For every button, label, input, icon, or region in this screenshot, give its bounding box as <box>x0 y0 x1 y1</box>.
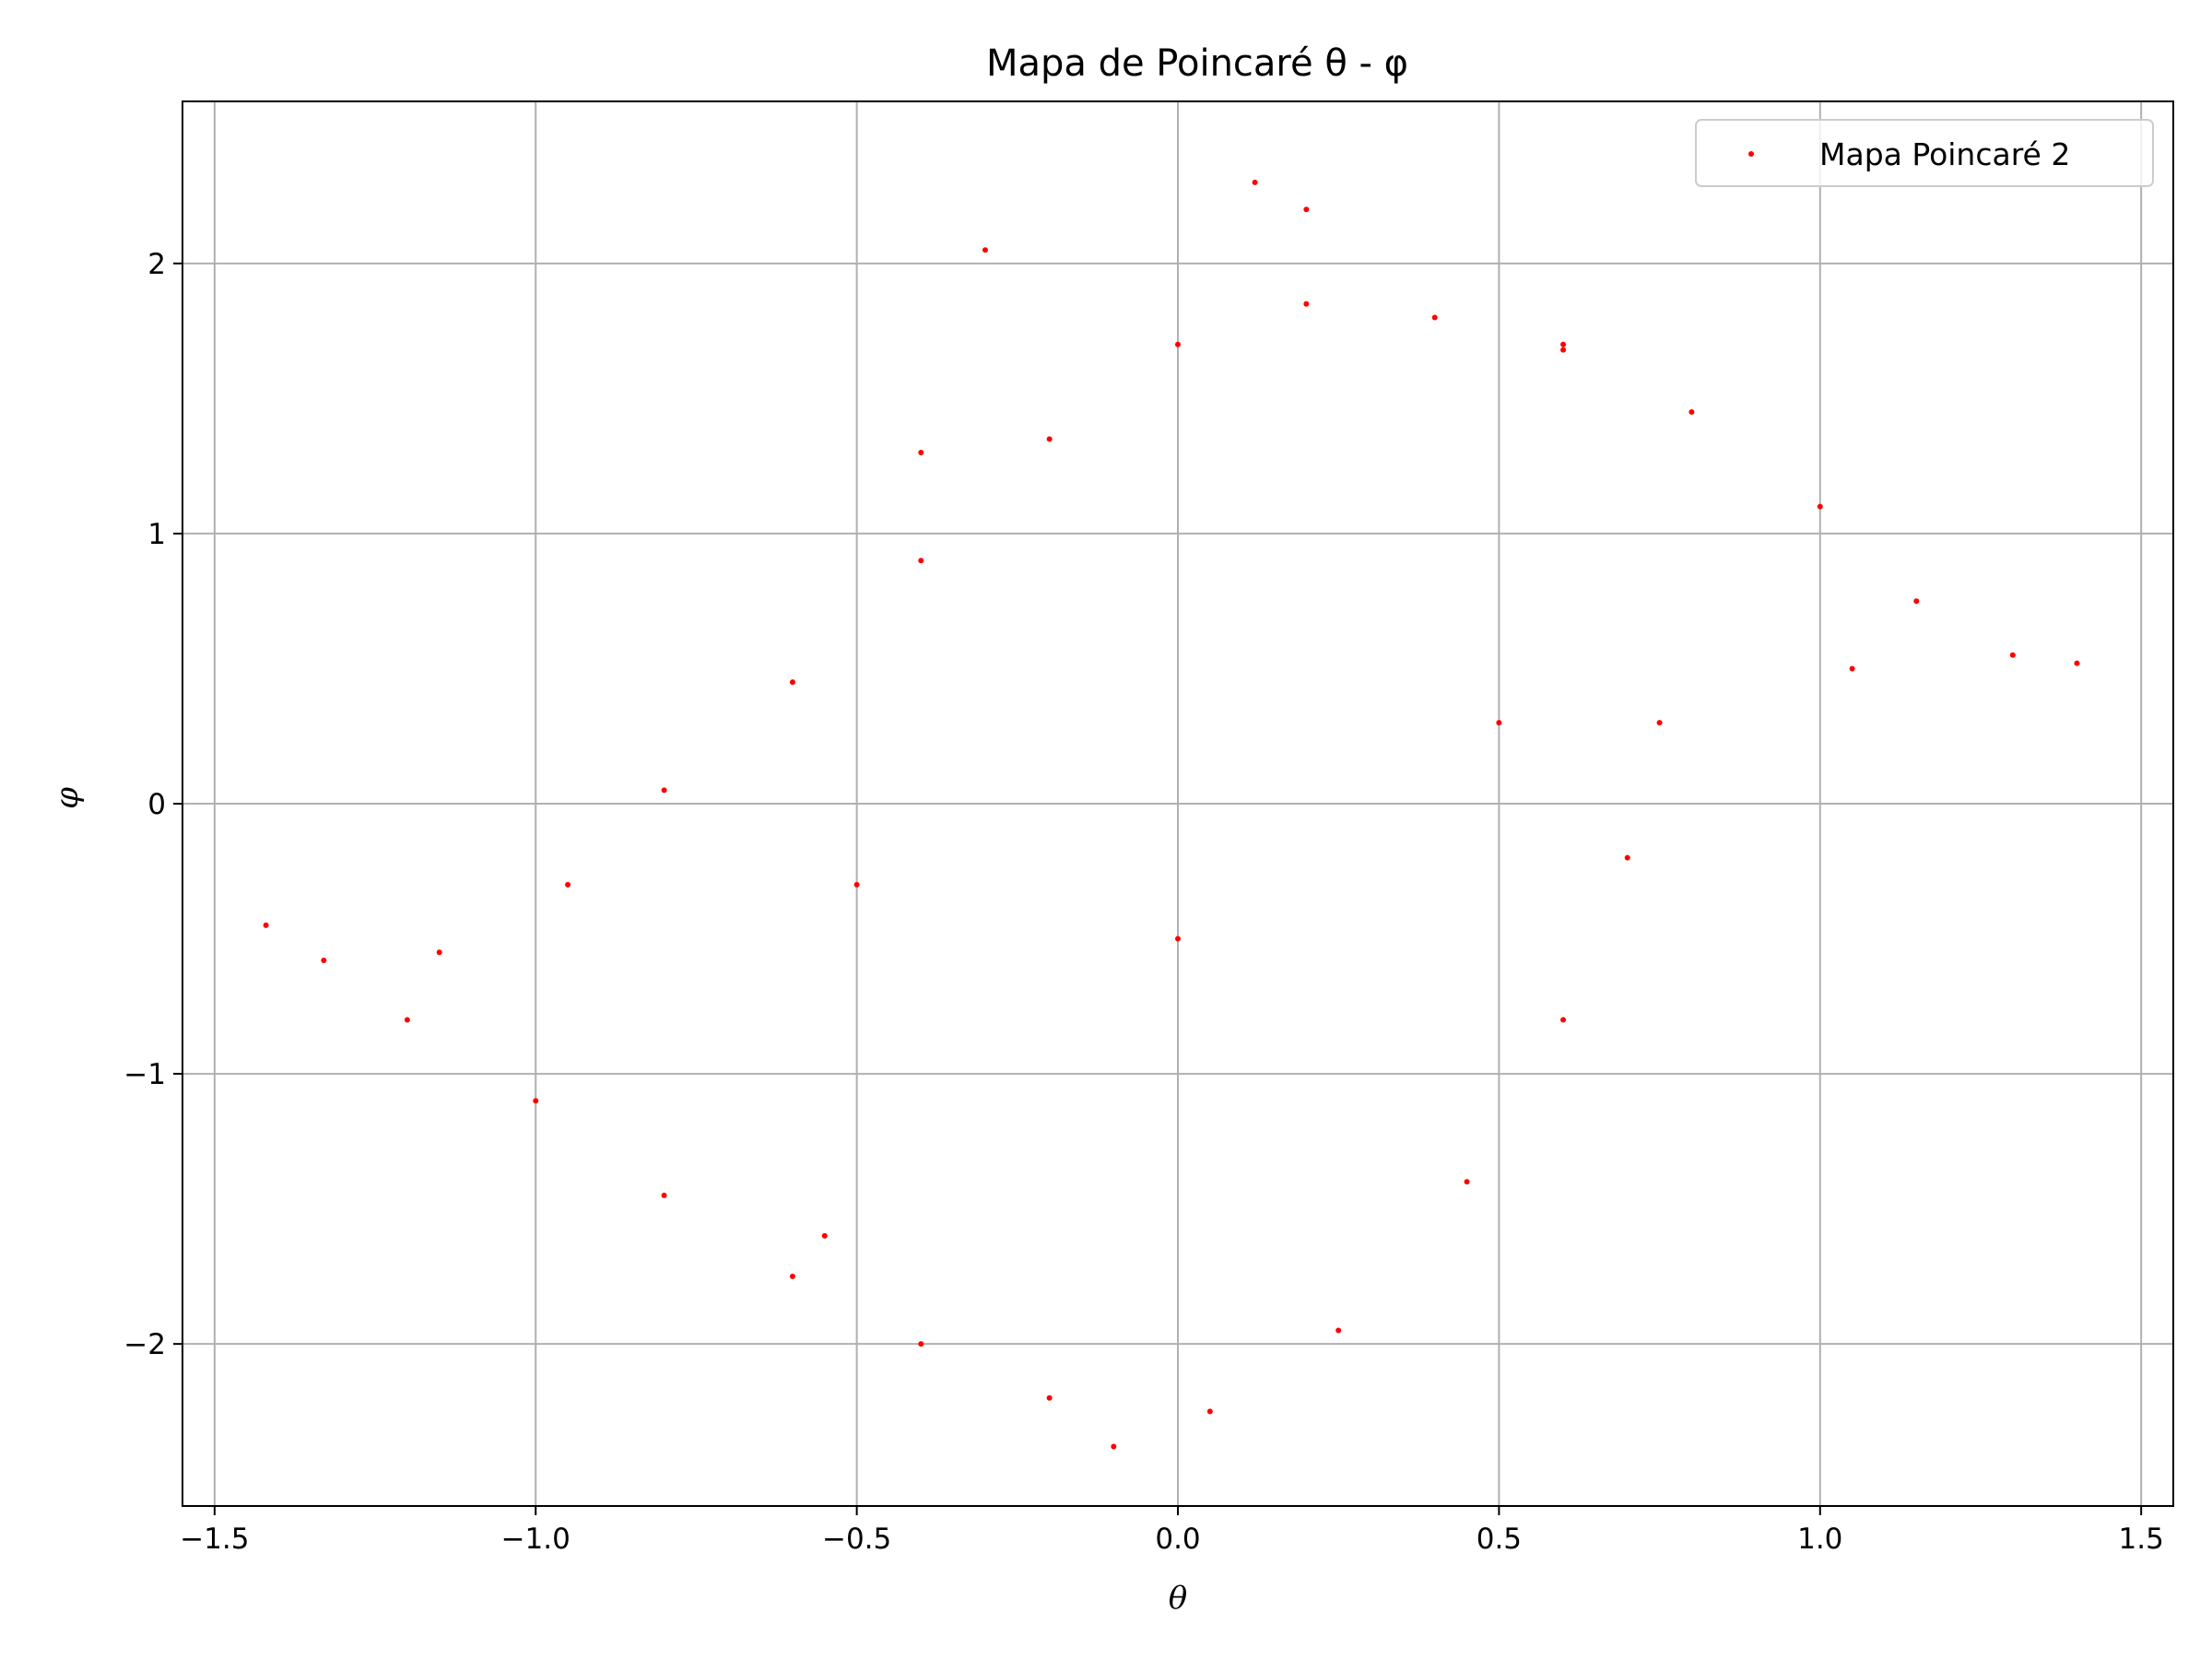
plot-area <box>263 179 2080 1450</box>
data-point <box>1624 854 1630 861</box>
data-point <box>1496 720 1502 726</box>
data-point <box>436 949 442 956</box>
legend-marker <box>1748 151 1754 157</box>
data-point <box>1303 206 1310 213</box>
data-point <box>1560 341 1567 347</box>
data-point <box>982 247 988 253</box>
x-tick-label: 1.5 <box>2119 1523 2164 1556</box>
grid <box>182 101 2173 1506</box>
data-point <box>1046 436 1053 442</box>
data-point <box>1431 314 1438 321</box>
data-point <box>1175 341 1181 347</box>
data-point <box>1560 347 1567 353</box>
x-tick-label: −1.5 <box>180 1523 249 1556</box>
data-point <box>1303 300 1310 307</box>
data-point <box>661 787 667 794</box>
data-point <box>404 1017 410 1023</box>
x-tick-label: −1.0 <box>501 1523 571 1556</box>
x-tick-label: 1.0 <box>1797 1523 1842 1556</box>
chart-title: Mapa de Poincaré θ - φ <box>986 42 1408 85</box>
data-point <box>263 922 269 928</box>
x-tick-label: 0.5 <box>1477 1523 1522 1556</box>
y-tick-label: 0 <box>147 788 166 821</box>
data-point <box>918 1341 924 1347</box>
data-point <box>565 881 571 888</box>
data-point <box>1335 1327 1342 1334</box>
data-point <box>661 1192 667 1198</box>
y-axis: −2 −1 0 1 2 <box>124 248 182 1361</box>
data-point <box>1111 1443 1117 1450</box>
series-points <box>263 179 2080 1450</box>
data-point <box>1464 1179 1470 1185</box>
data-point <box>1849 665 1855 672</box>
data-point <box>1688 409 1695 416</box>
data-point <box>1656 720 1663 726</box>
x-axis-label: θ <box>1169 1580 1187 1617</box>
data-point <box>1252 179 1258 185</box>
data-point <box>789 1273 795 1279</box>
y-axis-label: φ <box>49 787 86 809</box>
data-point <box>1817 503 1823 510</box>
x-tick-label: 0.0 <box>1155 1523 1200 1556</box>
data-point <box>918 558 924 564</box>
data-point <box>1206 1408 1213 1415</box>
data-point <box>821 1232 828 1239</box>
legend-label: Mapa Poincaré 2 <box>1819 136 2070 172</box>
legend-box <box>1695 119 2154 187</box>
legend: Mapa Poincaré 2 <box>1695 119 2154 187</box>
data-point <box>533 1098 539 1104</box>
data-point <box>2009 652 2016 658</box>
data-point <box>2074 660 2080 666</box>
data-point <box>321 957 327 963</box>
data-point <box>1913 598 1920 605</box>
y-tick-label: −1 <box>124 1058 166 1091</box>
y-tick-label: −2 <box>124 1328 166 1361</box>
data-point <box>1175 935 1181 942</box>
data-point <box>1560 1017 1567 1023</box>
y-tick-label: 1 <box>147 518 166 551</box>
data-point <box>1046 1394 1053 1401</box>
data-point <box>789 679 795 686</box>
data-point <box>918 450 924 455</box>
data-point <box>853 881 860 888</box>
x-axis: −1.5 −1.0 −0.5 0.0 0.5 1.0 1.5 <box>180 1506 2164 1556</box>
y-tick-label: 2 <box>147 248 166 281</box>
x-tick-label: −0.5 <box>822 1523 891 1556</box>
